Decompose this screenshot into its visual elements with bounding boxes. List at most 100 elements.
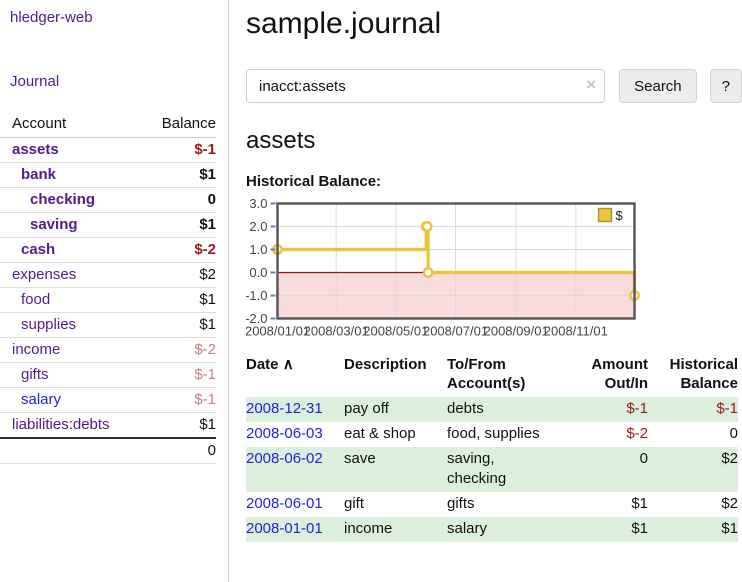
transaction-row: 2008-06-03 eat & shop food, supplies $-2 0 (246, 422, 738, 447)
account-row: cash $-2 (0, 237, 216, 263)
transaction-amount: $-2 (626, 425, 648, 442)
transaction-row: 2008-06-01 gift gifts $1 $2 (246, 492, 738, 517)
y-axis-label: 3.0 (249, 196, 267, 211)
x-axis-label: 2008/07/01 (423, 324, 488, 339)
account-balance: $-2 (144, 337, 216, 363)
transaction-amount: $1 (631, 495, 648, 512)
account-row: saving $1 (0, 212, 216, 238)
account-balance: $1 (144, 312, 216, 338)
column-header-amount: Amount Out/In (591, 356, 648, 392)
transaction-accounts: debts (447, 400, 484, 417)
transaction-amount: 0 (639, 450, 648, 467)
transaction-date-link[interactable]: 2008-06-02 (246, 450, 323, 467)
x-axis-label: 2008/05/01 (363, 324, 428, 339)
sidebar-item-journal[interactable]: Journal (10, 73, 60, 90)
transaction-description: save (344, 450, 376, 467)
account-heading: assets (246, 127, 316, 154)
historical-balance-chart: 3.0 2.0 1.0 0.0 -1.0 -2.02008/01/012008/03/01… (246, 196, 640, 339)
account-link[interactable]: liabilities:debts (12, 416, 110, 433)
data-point-marker (421, 221, 433, 232)
account-balance: $1 (144, 162, 216, 188)
sort-asc-icon: ∧ (282, 356, 294, 373)
transaction-row: 2008-12-31 pay off debts $-1 $-1 (246, 397, 738, 422)
search-form: × Search ? (246, 69, 742, 103)
transaction-balance: $2 (721, 495, 738, 512)
account-row: gifts $-1 (0, 362, 216, 388)
account-link[interactable]: saving (30, 216, 78, 233)
transaction-date-link[interactable]: 2008-01-01 (246, 520, 323, 537)
x-axis-label: 2008/03/01 (304, 324, 369, 339)
help-button[interactable]: ? (709, 69, 742, 103)
transaction-balance: 0 (729, 425, 738, 442)
accounts-total-row: 0 (0, 437, 216, 464)
account-balance: $1 (144, 287, 216, 313)
search-button[interactable]: Search (619, 69, 697, 103)
account-link[interactable]: salary (21, 391, 62, 408)
account-balance: $-1 (144, 362, 216, 388)
transaction-balance: $-1 (716, 400, 738, 417)
column-header-balance: Historical Balance (669, 356, 738, 392)
account-balance: $1 (144, 412, 216, 439)
x-axis-label: 2008/11/01 (544, 324, 608, 339)
y-axis-label: 0.0 (249, 265, 267, 280)
transaction-date-link[interactable]: 2008-06-03 (246, 425, 323, 442)
transaction-row: 2008-06-02 save saving, checking 0 $2 (246, 447, 738, 492)
account-balance: $-1 (144, 387, 216, 413)
account-balance: $-2 (144, 237, 216, 263)
account-link[interactable]: supplies (21, 316, 77, 333)
plot-border (276, 202, 636, 320)
x-axis-label: 2008/01/01 (246, 324, 310, 339)
account-link[interactable]: checking (30, 191, 96, 208)
account-row: checking 0 (0, 187, 216, 213)
account-balance: $2 (144, 262, 216, 288)
main-content: sample.journal × Search ? assets Histori… (230, 0, 742, 582)
transaction-accounts: salary (447, 520, 488, 537)
search-input[interactable] (246, 69, 606, 103)
account-balance: $-1 (144, 137, 216, 163)
account-row: income $-2 (0, 337, 216, 363)
transaction-description: gift (344, 495, 365, 512)
account-row: liabilities:debts $1 (0, 412, 216, 439)
account-row: bank $1 (0, 162, 216, 188)
sidebar: hledger-web Journal Account Balance asse… (0, 0, 229, 582)
search-box: × (246, 69, 606, 103)
accounts-total-value: 0 (144, 437, 216, 464)
register-header-row: Date ∧ Description To/From Account(s) Am… (246, 353, 738, 397)
account-link[interactable]: assets (12, 141, 59, 158)
legend-label: $ (616, 208, 624, 223)
y-axis-label: -1.0 (246, 288, 268, 303)
column-header-description: Description (344, 356, 427, 373)
transaction-accounts: gifts (447, 495, 475, 512)
register-table: Date ∧ Description To/From Account(s) Am… (246, 353, 738, 542)
app-title-link[interactable]: hledger-web (10, 9, 93, 26)
transaction-description: pay off (344, 400, 389, 417)
transaction-accounts: saving, checking (447, 450, 507, 487)
transaction-balance: $2 (721, 450, 738, 467)
accounts-table: Account Balance assets $-1 bank $1 checking 0… (0, 111, 216, 464)
account-link[interactable]: bank (21, 166, 57, 183)
clear-search-icon[interactable]: × (586, 75, 597, 94)
legend-swatch (597, 207, 613, 223)
transaction-date-link[interactable]: 2008-12-31 (246, 400, 323, 417)
transaction-amount: $1 (631, 520, 648, 537)
transaction-amount: $-1 (626, 400, 648, 417)
account-link[interactable]: expenses (12, 266, 77, 283)
page-title: sample.journal (246, 7, 442, 40)
account-link[interactable]: income (12, 341, 61, 358)
transaction-row: 2008-01-01 income salary $1 $1 (246, 517, 738, 542)
account-link[interactable]: gifts (21, 366, 49, 383)
account-link[interactable]: cash (21, 241, 56, 258)
accounts-header-balance: Balance (144, 111, 216, 138)
chart-title: Historical Balance: (246, 173, 382, 190)
transaction-date-link[interactable]: 2008-06-01 (246, 495, 323, 512)
account-row: assets $-1 (0, 137, 216, 163)
account-row: food $1 (0, 287, 216, 313)
column-header-date[interactable]: Date ∧ (246, 356, 294, 373)
transaction-balance: $1 (721, 520, 738, 537)
y-axis-label: 2.0 (249, 219, 267, 234)
account-link[interactable]: food (21, 291, 51, 308)
y-axis-label: -2.0 (246, 311, 268, 326)
data-point-marker (422, 267, 434, 278)
transaction-description: income (344, 520, 393, 537)
account-row: supplies $1 (0, 312, 216, 338)
